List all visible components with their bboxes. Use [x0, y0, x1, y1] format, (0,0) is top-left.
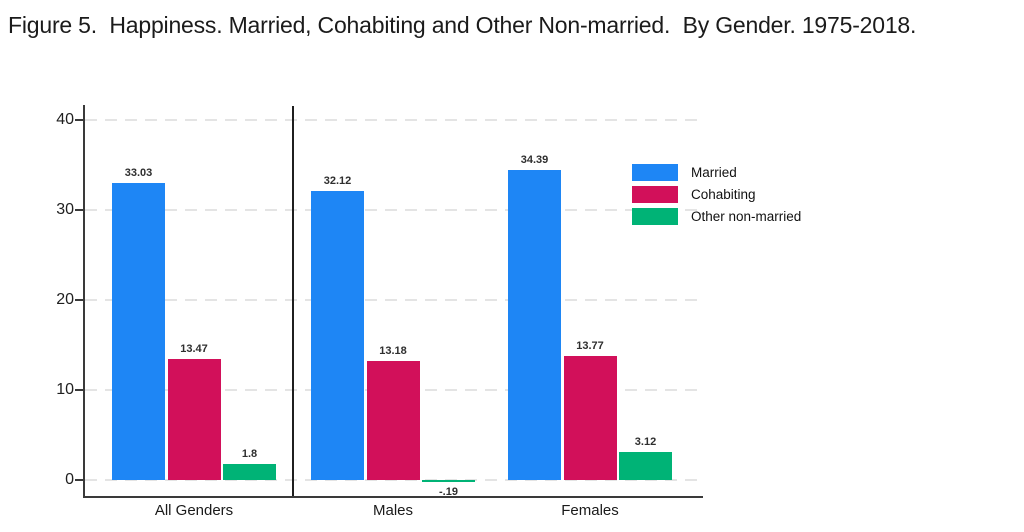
y-tick-10	[75, 389, 83, 391]
y-tick-label: 20	[56, 291, 74, 308]
bar-cohabiting-all-genders	[167, 358, 221, 480]
y-tick-label: 0	[65, 471, 74, 488]
bar-other-non-married-males	[422, 480, 475, 482]
bar-married-females	[508, 170, 561, 481]
married-color-swatch	[632, 164, 678, 181]
bar-other-non-married-females	[619, 451, 672, 480]
legend-label: Married	[691, 165, 737, 180]
legend-item-other-non-married: Other non-married	[632, 208, 801, 225]
gridline-40	[85, 119, 702, 121]
gridline-30	[85, 209, 702, 211]
bar-value-label: 13.47	[180, 342, 208, 355]
bar-value-label: 13.77	[576, 340, 604, 353]
y-tick-40	[75, 119, 83, 121]
x-category-label: Males	[372, 502, 413, 519]
bar-value-label: 34.39	[520, 154, 549, 167]
bar-value-label: -.19	[439, 486, 458, 498]
y-tick-label: 10	[56, 381, 74, 398]
bar-value-label: 33.03	[124, 166, 153, 179]
figure-title: Figure 5. Happiness. Married, Cohabiting…	[8, 12, 917, 38]
y-tick-20	[75, 299, 83, 301]
x-axis-line	[83, 496, 703, 498]
bar-value-label: 13.18	[379, 345, 407, 358]
legend-label: Cohabiting	[691, 187, 756, 202]
chart-legend: Married Cohabiting Other non-married	[632, 164, 801, 230]
other-non-married-color-swatch	[632, 208, 678, 225]
y-tick-label: 40	[56, 111, 74, 128]
bar-value-label: 1.8	[241, 447, 258, 460]
bar-cohabiting-males	[366, 361, 420, 481]
y-axis-line	[83, 105, 85, 498]
bar-cohabiting-females	[563, 356, 617, 481]
legend-label: Other non-married	[691, 209, 802, 224]
bar-value-label: 32.12	[323, 174, 352, 187]
bar-married-males	[311, 190, 364, 480]
x-category-label: Females	[561, 502, 619, 519]
x-category-label: All Genders	[154, 502, 234, 519]
y-tick-30	[75, 209, 83, 211]
legend-item-married: Married	[632, 164, 801, 181]
gridline-20	[85, 299, 702, 301]
y-tick-0	[75, 479, 83, 481]
group-separator-line	[292, 106, 294, 496]
legend-item-cohabiting: Cohabiting	[632, 186, 801, 203]
cohabiting-color-swatch	[632, 186, 678, 203]
bar-other-non-married-all-genders	[223, 463, 276, 480]
bar-value-label: 3.12	[634, 435, 657, 448]
y-tick-label: 30	[56, 201, 74, 218]
bar-married-all-genders	[112, 182, 165, 480]
